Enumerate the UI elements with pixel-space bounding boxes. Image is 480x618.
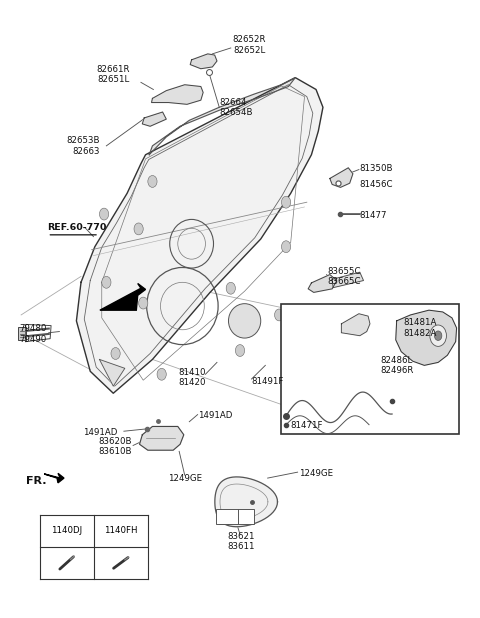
Text: REF.60-770: REF.60-770: [48, 222, 107, 232]
Polygon shape: [215, 477, 277, 527]
Text: 1249GE: 1249GE: [168, 473, 202, 483]
Text: 82486L
82496R: 82486L 82496R: [381, 356, 414, 375]
Circle shape: [111, 347, 120, 360]
Ellipse shape: [228, 303, 261, 338]
Polygon shape: [76, 78, 323, 393]
Text: 83655C
83665C: 83655C 83665C: [327, 267, 361, 286]
Polygon shape: [44, 473, 64, 483]
Text: 81477: 81477: [360, 211, 387, 220]
Polygon shape: [140, 426, 184, 450]
Circle shape: [148, 176, 157, 187]
Polygon shape: [396, 310, 456, 365]
Polygon shape: [190, 54, 217, 69]
Bar: [280, 304, 459, 434]
Circle shape: [430, 325, 446, 346]
Circle shape: [275, 309, 284, 321]
Text: 1140FH: 1140FH: [104, 527, 137, 535]
Text: 83620B
83610B: 83620B 83610B: [98, 437, 132, 456]
Text: 79480
79490: 79480 79490: [20, 324, 47, 344]
Text: 81471F: 81471F: [290, 421, 323, 430]
Circle shape: [281, 241, 291, 253]
Polygon shape: [152, 85, 203, 104]
Polygon shape: [100, 284, 145, 310]
Text: 81350B: 81350B: [360, 164, 393, 174]
Circle shape: [226, 282, 235, 294]
Text: 82664
82654B: 82664 82654B: [219, 98, 253, 117]
Circle shape: [434, 331, 442, 341]
Text: 1491AD: 1491AD: [84, 428, 118, 437]
Polygon shape: [332, 272, 363, 287]
Text: 82653B
82663: 82653B 82663: [66, 136, 99, 156]
Text: FR.: FR.: [26, 476, 46, 486]
Circle shape: [157, 368, 166, 380]
Text: 81410
81420: 81410 81420: [178, 368, 205, 387]
Polygon shape: [99, 360, 125, 386]
Bar: [18, 327, 26, 340]
Polygon shape: [308, 274, 337, 292]
Polygon shape: [142, 112, 166, 126]
Circle shape: [281, 197, 291, 208]
Circle shape: [102, 276, 111, 288]
Text: 81491F: 81491F: [252, 377, 284, 386]
Polygon shape: [341, 314, 370, 336]
Polygon shape: [330, 168, 353, 187]
Circle shape: [235, 345, 245, 357]
Text: 82661R
82651L: 82661R 82651L: [96, 65, 130, 84]
Text: 83621
83611: 83621 83611: [228, 532, 255, 551]
Text: 82652R
82652L: 82652R 82652L: [232, 35, 266, 54]
Text: 1491AD: 1491AD: [198, 412, 232, 420]
Circle shape: [99, 208, 108, 220]
Circle shape: [139, 297, 148, 309]
Text: 1140DJ: 1140DJ: [51, 527, 82, 535]
Polygon shape: [149, 78, 295, 154]
Text: 81456C: 81456C: [360, 180, 393, 189]
Text: 1249GE: 1249GE: [299, 470, 333, 478]
Circle shape: [134, 223, 143, 235]
Text: 81481A
81482A: 81481A 81482A: [404, 318, 437, 337]
Bar: [216, 509, 254, 524]
